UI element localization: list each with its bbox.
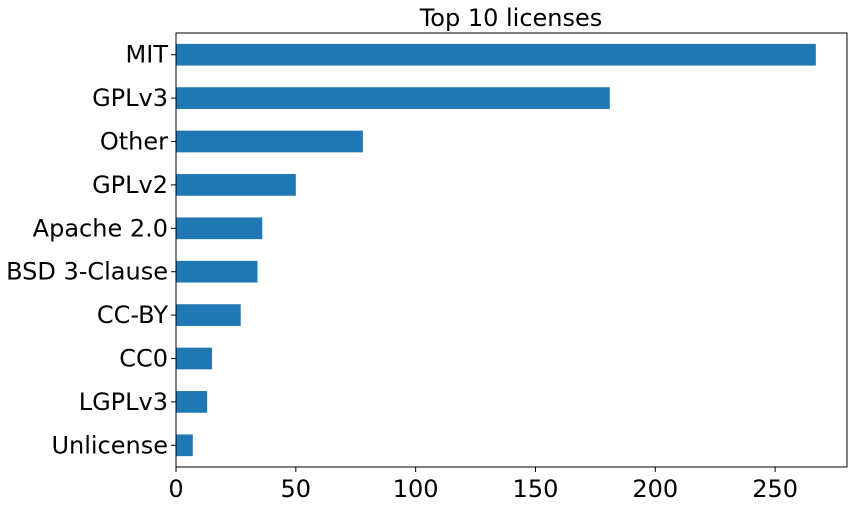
x-tick-label: 150 bbox=[513, 475, 559, 503]
bar-cc0 bbox=[176, 347, 212, 370]
bar-bsd-3-clause bbox=[176, 260, 258, 283]
plot-frame bbox=[175, 32, 848, 468]
x-tick-label: 200 bbox=[632, 475, 678, 503]
category-label: LGPLv3 bbox=[79, 388, 168, 416]
category-label: CC-BY bbox=[97, 301, 168, 329]
category-label: CC0 bbox=[119, 345, 168, 373]
chart-title: Top 10 licenses bbox=[419, 4, 603, 32]
category-label: GPLv3 bbox=[92, 84, 168, 112]
bar-other bbox=[176, 130, 363, 153]
x-tick-label: 100 bbox=[393, 475, 439, 503]
bar-lgplv3 bbox=[176, 391, 208, 413]
category-labels: MIT GPLv3 Other GPLv2 Apache 2.0 BSD 3-Clause… bbox=[6, 41, 176, 459]
bar-cc-by bbox=[176, 304, 241, 326]
bars-layer bbox=[176, 43, 816, 457]
category-label: Apache 2.0 bbox=[33, 214, 168, 242]
x-tick-label: 50 bbox=[281, 475, 312, 503]
category-label: GPLv2 bbox=[92, 171, 168, 199]
bar-gplv2 bbox=[176, 174, 296, 196]
x-tick-label: 250 bbox=[752, 475, 798, 503]
bar-unlicense bbox=[176, 434, 193, 457]
x-tick-label: 0 bbox=[168, 475, 183, 503]
category-label: BSD 3-Clause bbox=[6, 258, 168, 286]
bar-gplv3 bbox=[176, 87, 610, 109]
bar-mit bbox=[176, 43, 816, 66]
category-label: Other bbox=[100, 128, 168, 156]
bar-apache-2-0 bbox=[176, 217, 263, 240]
category-label: Unlicense bbox=[51, 431, 168, 459]
x-axis-ticks: 0 50 100 150 200 250 bbox=[168, 467, 798, 503]
category-label: MIT bbox=[126, 41, 169, 69]
